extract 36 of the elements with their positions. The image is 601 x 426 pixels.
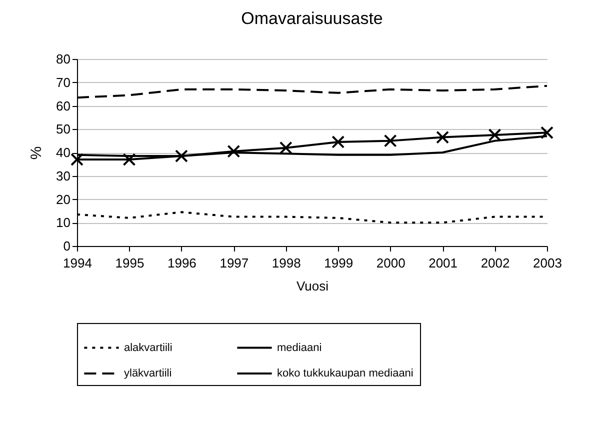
point — [436, 130, 450, 144]
y-tick-label: 30 — [56, 168, 70, 184]
x-tick-label: 2001 — [428, 256, 458, 270]
point — [174, 150, 188, 162]
point — [488, 128, 502, 142]
x-tick-label: 1994 — [63, 256, 92, 270]
y-tick-label: 80 — [56, 52, 70, 66]
legend-label: alakvartiili — [124, 342, 172, 354]
x-tick-label: 2003 — [533, 256, 562, 270]
point — [332, 136, 345, 148]
y-tick-label: 20 — [56, 192, 70, 207]
x-tick-label: 2002 — [480, 256, 510, 270]
y-axis-title: % — [28, 146, 46, 160]
y-tick-label: 60 — [56, 98, 70, 114]
point — [122, 153, 136, 166]
point — [227, 144, 240, 158]
y-tick-label: 0 — [63, 238, 70, 254]
legend-label: mediaani — [277, 342, 322, 354]
y-tick-label: 10 — [56, 215, 70, 230]
point — [279, 141, 292, 154]
x-tick-label: 1995 — [115, 256, 144, 270]
x-tick-label: 1998 — [272, 256, 301, 270]
x-tick-label: 2000 — [376, 256, 406, 270]
point — [70, 153, 84, 166]
point — [540, 126, 554, 140]
legend-label: koko tukkukaupan mediaani — [277, 368, 414, 380]
x-tick-label: 1997 — [220, 256, 249, 270]
y-tick-label: 70 — [56, 74, 70, 90]
point — [384, 134, 397, 148]
chart-title: Omavaraisuusaste — [241, 9, 383, 28]
x-tick-label: 1999 — [324, 256, 354, 270]
y-tick-label: 50 — [56, 122, 70, 137]
x-axis-title: Vuosi — [296, 278, 329, 294]
y-tick-label: 40 — [56, 145, 70, 160]
legend-label: yläkvartiili — [124, 368, 172, 380]
x-tick-label: 1996 — [167, 256, 196, 270]
